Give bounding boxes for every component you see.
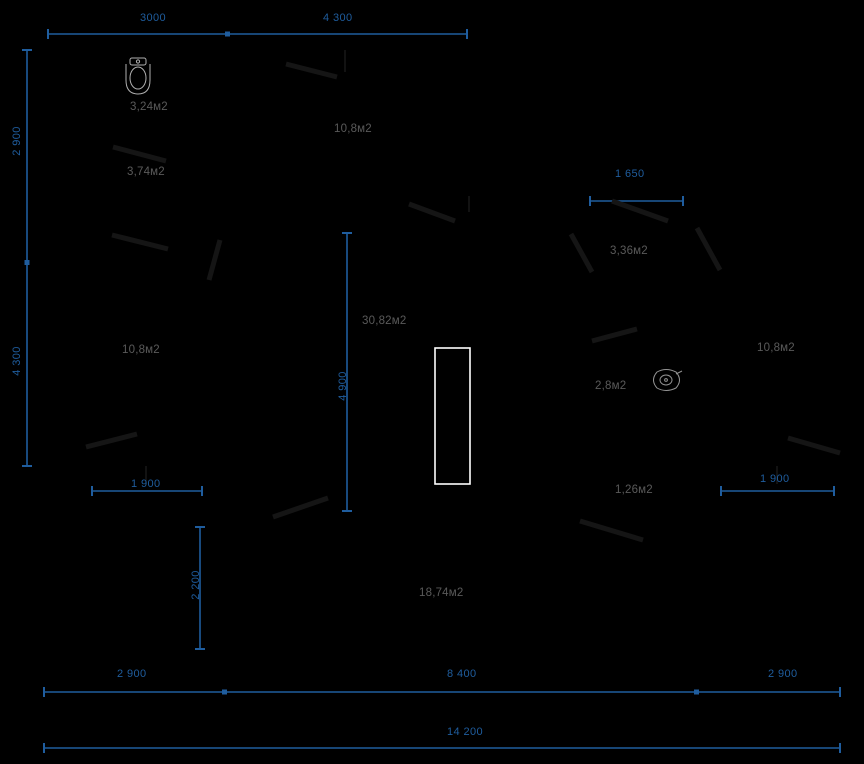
dim-label-lower-right-1900: 1 900 bbox=[760, 473, 790, 485]
dimension-lines bbox=[22, 29, 841, 753]
area-label-room-closet: 3,36м2 bbox=[610, 245, 648, 257]
column-outline bbox=[434, 347, 471, 485]
dim-label-bottom-2900-right: 2 900 bbox=[768, 668, 798, 680]
area-label-room-wc: 3,24м2 bbox=[130, 101, 168, 113]
wall-ticks bbox=[145, 50, 778, 484]
dim-label-top-3000: 3000 bbox=[140, 12, 167, 24]
dim-label-top-4300: 4 300 bbox=[323, 12, 353, 24]
dim-label-lower-left-1900: 1 900 bbox=[131, 478, 161, 490]
area-label-room-terrace: 18,74м2 bbox=[419, 587, 464, 599]
dim-label-bottom-2900-left: 2 900 bbox=[117, 668, 147, 680]
wall-segments bbox=[85, 61, 841, 543]
area-label-room-pantry: 1,26м2 bbox=[615, 484, 653, 496]
dim-label-center-4900: 4 900 bbox=[337, 371, 349, 401]
area-label-room-bedroom-2: 10,8м2 bbox=[122, 344, 160, 356]
sink-fixture bbox=[653, 369, 683, 391]
dim-label-bottom-8400: 8 400 bbox=[447, 668, 477, 680]
area-label-room-hall: 3,74м2 bbox=[127, 166, 165, 178]
dim-label-left-4300: 4 300 bbox=[11, 346, 23, 376]
area-label-room-living: 30,82м2 bbox=[362, 315, 407, 327]
area-label-room-bedroom-1: 10,8м2 bbox=[334, 123, 372, 135]
area-label-room-bathroom: 2,8м2 bbox=[595, 380, 627, 392]
dim-label-right-1650: 1 650 bbox=[615, 168, 645, 180]
dim-label-2200: 2 200 bbox=[190, 570, 202, 600]
dim-label-bottom-total-14200: 14 200 bbox=[447, 726, 484, 738]
dim-label-left-2900: 2 900 bbox=[11, 126, 23, 156]
toilet-fixture bbox=[125, 57, 151, 95]
area-label-room-bedroom-3: 10,8м2 bbox=[757, 342, 795, 354]
